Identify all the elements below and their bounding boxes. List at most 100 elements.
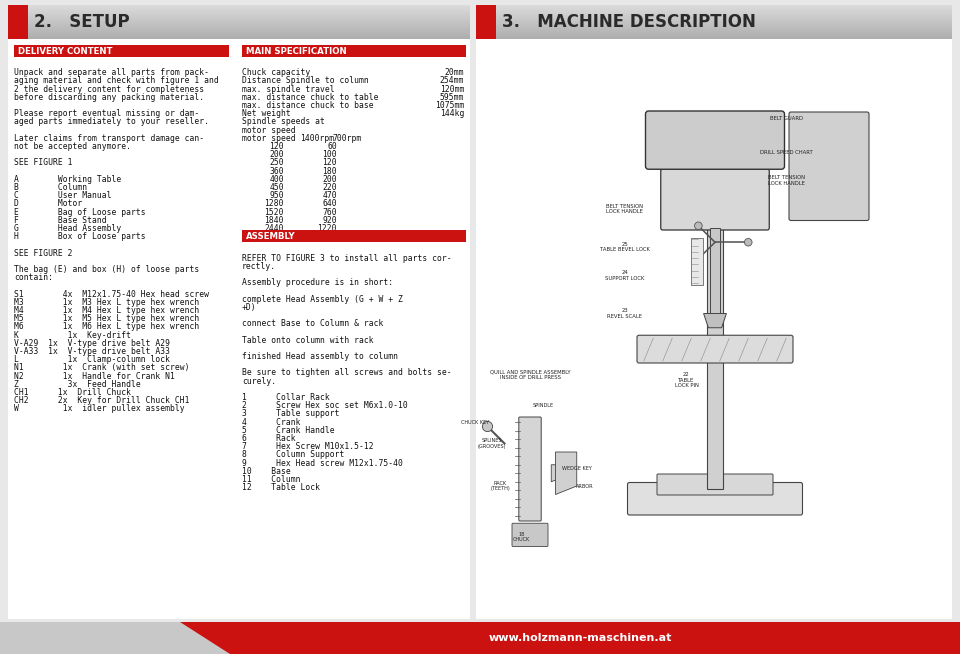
Text: The bag (E) and box (H) of loose parts: The bag (E) and box (H) of loose parts (14, 265, 200, 274)
Text: L          1x  Clamp-column lock: L 1x Clamp-column lock (14, 355, 170, 364)
Text: DRILL SPEED CHART: DRILL SPEED CHART (760, 150, 812, 154)
Bar (476, 29, 952, 30)
Text: 200: 200 (323, 175, 337, 184)
Bar (710, 228, 720, 313)
Text: curely.: curely. (242, 377, 276, 386)
Text: connect Base to Column & rack: connect Base to Column & rack (242, 319, 383, 328)
Text: 450: 450 (270, 183, 284, 192)
Bar (8, 17, 470, 18)
Text: Unpack and separate all parts from pack-: Unpack and separate all parts from pack- (14, 68, 209, 77)
Bar (476, 5, 952, 6)
Text: BELT GUARD: BELT GUARD (770, 116, 803, 121)
Bar (476, 7, 952, 8)
Bar (8, 13, 470, 14)
Text: +D): +D) (242, 303, 256, 312)
Text: 254mm: 254mm (440, 77, 464, 86)
Bar (8, 33, 470, 34)
Bar (8, 6, 470, 7)
Text: 1220: 1220 (318, 224, 337, 233)
Bar (476, 31, 952, 32)
Text: 760: 760 (323, 207, 337, 216)
Polygon shape (704, 313, 727, 328)
Text: max. spindle travel: max. spindle travel (242, 84, 335, 94)
FancyBboxPatch shape (628, 483, 803, 515)
Text: 400: 400 (270, 175, 284, 184)
Bar (8, 28, 470, 29)
Bar (14, 45, 229, 57)
Text: H        Box of Loose parts: H Box of Loose parts (14, 232, 146, 241)
Text: 595mm: 595mm (440, 93, 464, 102)
Text: max. distance chuck to base: max. distance chuck to base (242, 101, 373, 110)
Bar (8, 12, 470, 13)
Text: 20mm: 20mm (444, 68, 464, 77)
Bar (8, 38, 470, 39)
Text: rectly.: rectly. (242, 262, 276, 271)
Text: RACK
(TEETH): RACK (TEETH) (491, 481, 510, 491)
Text: 250: 250 (270, 158, 284, 167)
Text: M3        1x  M3 Hex L type hex wrench: M3 1x M3 Hex L type hex wrench (14, 298, 200, 307)
Text: REFER TO FIGURE 3 to install all parts cor-: REFER TO FIGURE 3 to install all parts c… (242, 254, 451, 263)
Bar (691, 237, 703, 285)
Bar (476, 6, 952, 7)
Text: 25
TABLE BEVEL LOCK: 25 TABLE BEVEL LOCK (600, 241, 650, 252)
Text: 950: 950 (270, 191, 284, 200)
Text: 180: 180 (323, 167, 337, 176)
Bar (476, 19, 952, 20)
Text: BELT TENSION
LOCK HANDLE: BELT TENSION LOCK HANDLE (607, 203, 643, 215)
Text: A        Working Table: A Working Table (14, 175, 121, 184)
Text: QUILL AND SPINDLE ASSEMBLY
INSIDE OF DRILL PRESS: QUILL AND SPINDLE ASSEMBLY INSIDE OF DRI… (490, 369, 570, 380)
Bar (476, 16, 952, 17)
Text: 640: 640 (323, 199, 337, 209)
Bar (8, 37, 470, 38)
Text: 9      Hex Head screw M12x1.75-40: 9 Hex Head screw M12x1.75-40 (242, 458, 403, 468)
Text: 5      Crank Handle: 5 Crank Handle (242, 426, 335, 435)
Text: SEE FIGURE 2: SEE FIGURE 2 (14, 249, 73, 258)
Text: Please report eventual missing or dam-: Please report eventual missing or dam- (14, 109, 200, 118)
Bar (8, 27, 470, 28)
Bar (476, 15, 952, 16)
Text: Distance Spindle to column: Distance Spindle to column (242, 77, 369, 86)
Text: BELT TENSION
LOCK HANDLE: BELT TENSION LOCK HANDLE (768, 175, 804, 186)
Bar (476, 13, 952, 14)
FancyBboxPatch shape (518, 417, 541, 521)
Bar (8, 15, 470, 16)
Polygon shape (180, 622, 960, 654)
Text: finished Head assembly to column: finished Head assembly to column (242, 352, 398, 361)
Bar (8, 9, 470, 10)
Text: 60: 60 (327, 142, 337, 151)
Bar (8, 32, 470, 33)
Text: CH2      2x  Key for Drill Chuck CH1: CH2 2x Key for Drill Chuck CH1 (14, 396, 189, 405)
Bar (476, 36, 952, 37)
Text: K          1x  Key-drift: K 1x Key-drift (14, 331, 131, 339)
Text: 11    Column: 11 Column (242, 475, 300, 484)
Text: MAIN SPECIFICATION: MAIN SPECIFICATION (246, 46, 347, 56)
FancyBboxPatch shape (645, 111, 784, 169)
Circle shape (482, 421, 492, 432)
Text: M6        1x  M6 Hex L type hex wrench: M6 1x M6 Hex L type hex wrench (14, 322, 200, 332)
Text: 1520: 1520 (265, 207, 284, 216)
Bar (8, 31, 470, 32)
Bar (242, 230, 466, 243)
Text: Chuck capacity: Chuck capacity (242, 68, 310, 77)
Text: 700rpm: 700rpm (332, 134, 361, 143)
Bar (8, 35, 470, 36)
Bar (476, 30, 952, 31)
Text: ASSEMBLY: ASSEMBLY (246, 232, 296, 241)
Bar (476, 28, 952, 29)
Bar (476, 11, 952, 12)
Text: SPINDLE: SPINDLE (532, 403, 553, 407)
Circle shape (695, 255, 702, 262)
Text: W         1x  idler pullex assembly: W 1x idler pullex assembly (14, 404, 184, 413)
Text: max. distance chuck to table: max. distance chuck to table (242, 93, 378, 102)
Text: E        Bag of Loose parts: E Bag of Loose parts (14, 207, 146, 216)
Text: S1        4x  M12x1.75-40 Hex head screw: S1 4x M12x1.75-40 Hex head screw (14, 290, 209, 299)
Bar (476, 18, 952, 19)
Text: M5        1x  M5 Hex L type hex wrench: M5 1x M5 Hex L type hex wrench (14, 314, 200, 323)
Bar (476, 38, 952, 39)
Text: N1        1x  Crank (with set screw): N1 1x Crank (with set screw) (14, 364, 189, 372)
Text: 1      Collar Rack: 1 Collar Rack (242, 393, 329, 402)
Text: 24
SUPPORT LOCK: 24 SUPPORT LOCK (605, 270, 644, 281)
Bar (476, 27, 952, 28)
Text: not be accepted anymore.: not be accepted anymore. (14, 142, 131, 151)
Text: 3      Table support: 3 Table support (242, 409, 340, 419)
